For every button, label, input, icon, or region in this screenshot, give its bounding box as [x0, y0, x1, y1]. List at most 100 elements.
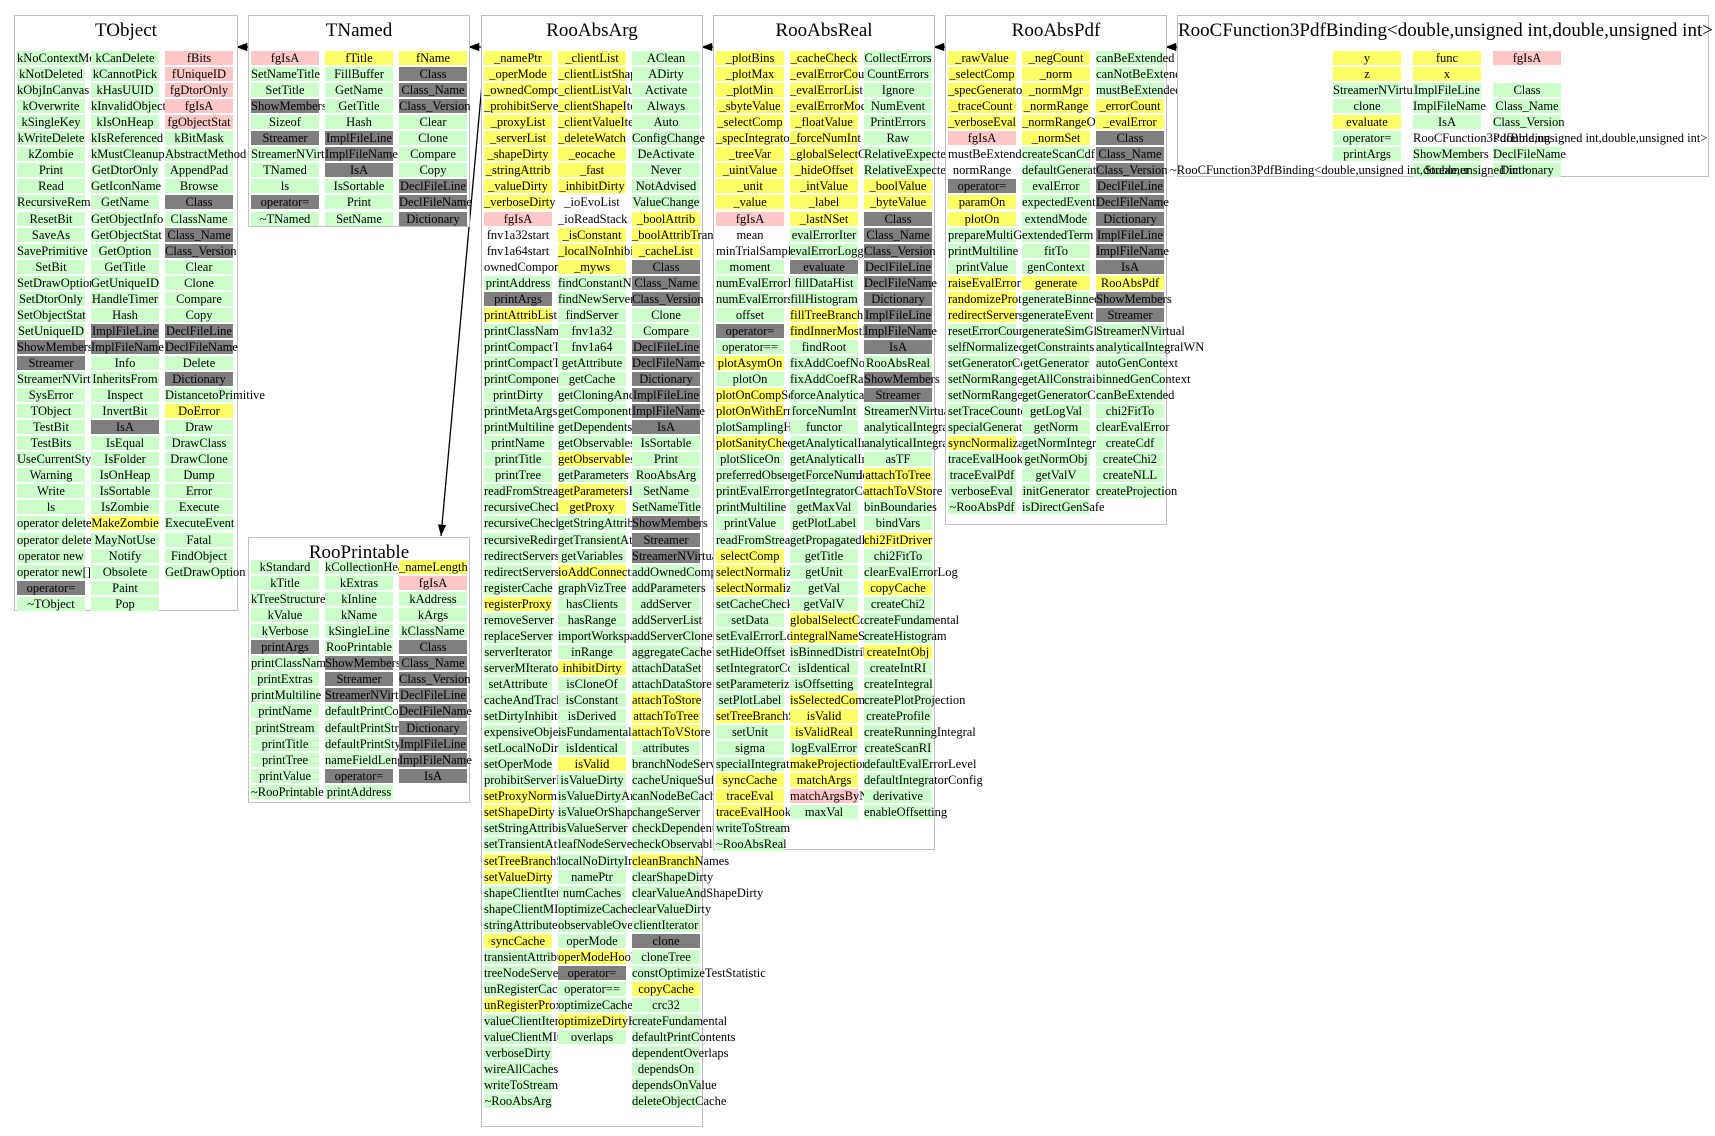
class-member: kZombie	[17, 147, 85, 162]
class-member: setTransientAttribute	[484, 837, 590, 852]
class-member: setData	[716, 612, 784, 627]
class-member: ClassName	[165, 211, 233, 226]
class-member: <double,unsigned int,double,unsigned int…	[1493, 131, 1708, 146]
class-member: createHistogram	[864, 628, 947, 643]
class-member: stringAttributes	[484, 917, 563, 932]
class-member: extendMode	[1022, 211, 1090, 226]
class-member: setGeneratorConfig	[948, 355, 1047, 370]
class-member: getNormObj	[1022, 452, 1090, 467]
class-member: printMultiline	[948, 243, 1019, 258]
class-member: checkDependents	[632, 821, 721, 836]
class-member: writeToStream	[484, 1078, 559, 1093]
class-member: expensiveObjectCache	[484, 725, 599, 740]
class-member: SetObjectStat	[17, 307, 86, 322]
class-member: GetName	[325, 83, 393, 98]
class-member: dependentOverlaps	[632, 1046, 729, 1061]
class-member: _shapeDirty	[484, 147, 552, 162]
class-member: _value	[716, 195, 784, 210]
class-member: chi2FitTo	[1096, 404, 1164, 419]
class-member: replaceServer	[484, 628, 553, 643]
class-member: ShowMembers	[251, 99, 327, 114]
class-member: Class_Name	[632, 275, 700, 290]
class-member: Dictionary	[1493, 163, 1561, 178]
class-member: plotAsymOn	[716, 355, 784, 370]
class-member: ImplFileName	[864, 323, 937, 338]
class-member: Clear	[165, 259, 233, 274]
class-member: randomizeProtoOrder	[948, 291, 1057, 306]
class-member: ExecuteEvent	[165, 516, 235, 531]
class-member: isValueDirtyAndClear	[558, 789, 670, 804]
class-member: fgIsA	[484, 211, 552, 226]
class-member: isIdentical	[790, 660, 858, 675]
class-member: attachToVStore	[864, 484, 943, 499]
class-member: ImplFileName	[325, 147, 398, 162]
class-member: IsA	[864, 339, 932, 354]
class-member: _globalSelectComp	[790, 147, 889, 162]
class-member: isValueServer	[558, 821, 628, 836]
class-member: Streamer	[1096, 307, 1164, 322]
class-member: setDirtyInhibit	[484, 709, 558, 724]
class-member: isValidReal	[790, 725, 858, 740]
class-member: maxVal	[790, 805, 858, 820]
class-member: fillDataHist	[790, 275, 858, 290]
class-member: Inspect	[91, 388, 159, 403]
class-member: kSingleKey	[17, 115, 85, 130]
class-member: SetBit	[17, 259, 85, 274]
class-member: _prohibitServerRedirect	[484, 99, 605, 114]
class-member: kExtras	[325, 576, 393, 591]
class-member: canNotBeExtended	[1096, 67, 1194, 82]
class-member: raiseEvalError	[948, 275, 1021, 290]
class-member: isValid	[558, 757, 626, 772]
class-member: FindObject	[165, 548, 233, 563]
class-member: defaultPrintContents	[325, 704, 429, 719]
class-member: fillTreeBranch	[790, 307, 864, 322]
class-member: syncNormalization	[948, 436, 1044, 451]
class-member: Streamer	[325, 672, 393, 687]
class-member: dependsOn	[632, 1062, 700, 1077]
class-member: ~TObject	[17, 596, 85, 611]
class-member: getTransientAttribute	[558, 532, 666, 547]
class-member: operator=	[558, 965, 626, 980]
class-member: Delete	[165, 355, 233, 370]
class-member: writeToStream	[716, 821, 791, 836]
class-member: getNorm	[1022, 420, 1090, 435]
class-member: expectedEvents	[1022, 195, 1101, 210]
class-member: resetErrorCounters	[948, 323, 1044, 338]
class-member: Dictionary	[864, 291, 932, 306]
class-member: localNoDirtyInhibit	[558, 853, 658, 868]
class-member: fName	[399, 51, 467, 65]
class-member: matchArgsByName	[790, 789, 890, 804]
class-member: plotOn	[948, 211, 1016, 226]
class-box: RooAbsArg _namePtr _operMode _ownedComponen…	[481, 15, 831, 1127]
class-member: GetName	[91, 195, 159, 210]
class-member: printTitle	[484, 452, 552, 467]
class-member: IsA	[91, 420, 159, 435]
class-member: getPropagatedError	[790, 532, 888, 547]
class-member: forceNumInt	[790, 404, 858, 419]
class-member: numCaches	[558, 885, 626, 900]
class-member: getCache	[558, 372, 626, 386]
class-member: y	[1333, 51, 1401, 65]
class-member: Class_Version	[399, 99, 471, 114]
class-member: canBeExtended	[1096, 51, 1175, 65]
class-member: kOverwrite	[17, 99, 85, 114]
class-member: SaveAs	[17, 227, 85, 242]
class-member: numEvalErrorItems	[716, 275, 816, 290]
class-member: genContext	[1022, 259, 1090, 274]
class-member: printAddress	[484, 275, 552, 290]
class-member: SysError	[17, 388, 85, 403]
class-box: RooAbsPdf _rawValue _selectComp _specGenera…	[945, 15, 1204, 525]
class-member: selectNormalizationRange	[716, 580, 849, 595]
class-member: setStringAttribute	[484, 821, 574, 836]
class-member: getNormIntegral	[1022, 436, 1106, 451]
class-member: removeServer	[484, 612, 555, 627]
class-member: makeProjectionSet	[790, 757, 885, 772]
class-member: Print	[17, 163, 85, 178]
class-member: fnv1a64	[558, 339, 626, 354]
class-member: kInvalidObject	[91, 99, 166, 114]
class-member: fgObjectStat	[165, 115, 233, 130]
class-member: ls	[251, 179, 319, 194]
class-member: ADirty	[632, 67, 700, 82]
class-member: printValue	[251, 768, 319, 783]
